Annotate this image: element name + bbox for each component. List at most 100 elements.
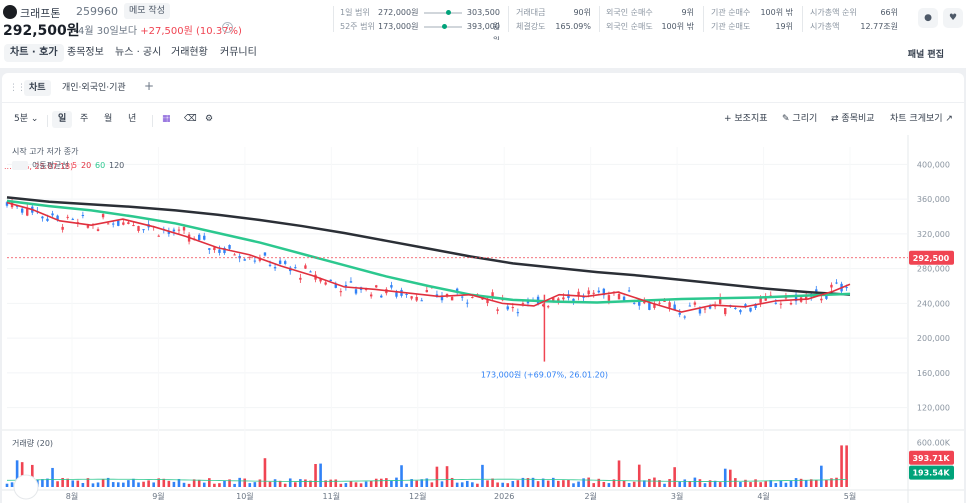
volume-bar [147, 480, 150, 487]
volume-bar [56, 481, 59, 487]
subtab-chart[interactable]: 차트 [24, 80, 51, 96]
add-tab-icon[interactable]: + [144, 79, 155, 93]
x-tick-label: 8월 [66, 491, 78, 501]
price-chart[interactable]: 400,000 360,000 320,000 280,000 240,000 200,0… [2, 135, 964, 503]
candle-body [117, 220, 120, 226]
y-tick-label: 120,000 [917, 404, 950, 413]
mcap-value: 12.77조원 [860, 22, 898, 31]
volume-bar [562, 480, 565, 487]
memo-button[interactable]: 메모 작성 [124, 3, 170, 19]
trade-amount-value: 90위 [573, 8, 591, 17]
y-tick-label: 320,000 [917, 230, 950, 239]
volume-bar [627, 482, 631, 487]
candle-body [617, 294, 621, 300]
volume-bar [587, 477, 590, 487]
volume-bar [344, 483, 348, 487]
ma20-line [6, 201, 851, 313]
stock-header: 크래프톤 259960 메모 작성 292,500원 4월 30일보다 +27,… [0, 0, 966, 45]
volume-bar [127, 480, 130, 487]
period-day[interactable]: 일 [52, 111, 73, 128]
volume-bar [668, 479, 671, 487]
candle-body [825, 295, 828, 299]
tab-trading[interactable]: 거래현황 [171, 47, 208, 58]
divider [508, 6, 509, 32]
volume-bar [41, 479, 44, 487]
candle-body [774, 302, 778, 304]
volume-bar [71, 480, 75, 487]
panel-edit-button[interactable]: 패널 편집 [907, 50, 944, 60]
volume-bar [739, 481, 742, 487]
volume-bar [288, 478, 292, 487]
volume-bar [30, 464, 34, 487]
volume-bar [324, 480, 327, 487]
volume-stats: 거래대금 체결강도 90위 165.09% [516, 6, 591, 34]
volume-bar [592, 483, 596, 487]
period-week[interactable]: 주 [80, 114, 89, 124]
volume-bar [551, 477, 555, 487]
volume-bar [304, 479, 307, 487]
tab-stock-info[interactable]: 종목정보 [67, 47, 104, 58]
volume-bar [572, 483, 575, 487]
volume-bar [455, 482, 459, 487]
volume-bar [536, 481, 540, 487]
period-month[interactable]: 월 [104, 114, 113, 124]
candle-body [481, 298, 484, 300]
divider [599, 6, 600, 32]
candle-body [830, 284, 833, 288]
candle-type-icon[interactable]: ▦ [162, 114, 171, 124]
candle-body [562, 297, 565, 300]
subtab-investors[interactable]: 개인·외국인·기관 [62, 83, 126, 93]
current-price-tag-label: 292,500 [913, 254, 950, 263]
volume-bar [309, 480, 312, 487]
x-tick-label: 11월 [323, 491, 341, 501]
current-price: 292,500원 [3, 23, 80, 39]
ma60-line [6, 199, 851, 304]
notification-icon[interactable]: ● [918, 8, 938, 28]
favorite-heart-icon[interactable]: ♥ [943, 8, 963, 28]
foreign-sell-value: 100위 밖 [661, 22, 694, 31]
tab-news[interactable]: 뉴스 · 공시 [115, 47, 162, 58]
volume-bar [764, 481, 767, 487]
volume-bar [420, 479, 424, 487]
gear-icon[interactable]: ⚙ [205, 114, 214, 124]
candle-body [51, 213, 54, 216]
x-tick-label: 12월 [409, 491, 427, 501]
foreign-stats: 외국인 순매수 외국인 순매도 9위 100위 밖 [606, 6, 694, 34]
fullsize-button[interactable]: 차트 크게보기 ↗ [890, 111, 953, 128]
day-range-marker [446, 10, 452, 15]
tab-chart-orderbook[interactable]: 차트 · 호가 [4, 44, 64, 62]
draw-button[interactable]: ✎ 그리기 [782, 111, 817, 128]
compare-button[interactable]: ⇄ 종목비교 [831, 111, 875, 128]
y-tick-label: 200,000 [917, 334, 950, 343]
ohlc-legend: 시작 고가 저가 종가 [12, 146, 79, 156]
candle-body [66, 216, 69, 218]
volume-bar [769, 480, 773, 487]
help-icon[interactable]: ? [222, 22, 233, 33]
candle-body [607, 295, 611, 301]
tab-community[interactable]: 커뮤니티 [220, 47, 257, 58]
period-year[interactable]: 년 [128, 114, 137, 124]
candle-body [638, 301, 641, 306]
current-price-tag [909, 250, 954, 265]
volume-bar [96, 482, 100, 487]
volume-bar [718, 482, 722, 487]
y-tick-label: 240,000 [917, 299, 950, 308]
volume-bar [379, 478, 383, 487]
candle-body [223, 247, 226, 254]
candle-body [5, 202, 9, 206]
volume-bar [359, 483, 363, 487]
interval-value: 5분 [14, 114, 29, 124]
interval-select[interactable]: 5분 ⌄ [14, 111, 38, 128]
candle-body [127, 222, 130, 225]
indicator-button[interactable]: + 보조지표 [724, 114, 768, 124]
candle-body [283, 261, 287, 264]
volume-bar [759, 482, 762, 487]
trash-icon[interactable]: ⌫ [184, 114, 197, 124]
volume-bar [187, 483, 191, 487]
y-tick-label: 280,000 [917, 265, 950, 274]
drag-handle-icon[interactable]: ⋮⋮ [9, 83, 26, 93]
volume-bar [643, 480, 646, 487]
candle-body [693, 302, 697, 305]
volume-bar [809, 479, 813, 487]
volume-bar [779, 480, 783, 487]
